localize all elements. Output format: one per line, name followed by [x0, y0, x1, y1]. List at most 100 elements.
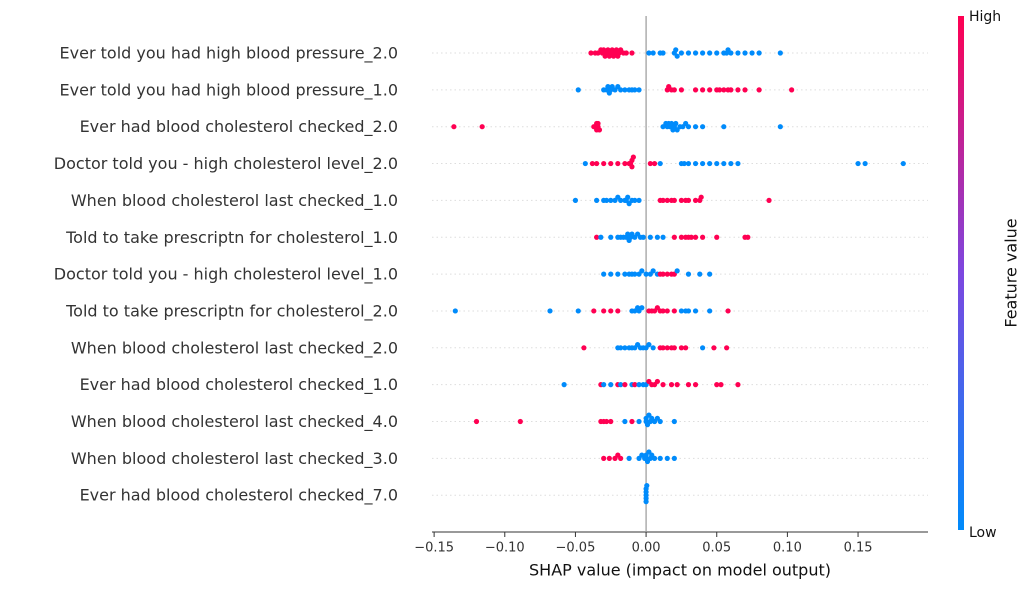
dot	[756, 87, 762, 93]
dot	[673, 120, 679, 127]
row-label: Told to take prescriptn for cholesterol_…	[65, 228, 398, 248]
dot	[728, 160, 734, 167]
dot	[647, 160, 653, 167]
dot	[685, 308, 692, 314]
dot	[630, 154, 636, 160]
dot	[622, 160, 628, 167]
dot	[608, 382, 614, 388]
dot	[629, 418, 635, 425]
dot	[651, 455, 658, 461]
dot	[603, 197, 610, 203]
dot	[595, 120, 601, 127]
dot	[692, 197, 699, 203]
dot	[766, 197, 772, 203]
dot	[618, 87, 624, 93]
row-label: Doctor told you - high cholesterol level…	[54, 154, 398, 174]
dot	[622, 87, 628, 93]
x-tick-label: 0.10	[773, 541, 802, 556]
dot	[674, 53, 680, 59]
dot	[681, 160, 687, 167]
dot	[724, 345, 730, 351]
dot	[789, 87, 795, 93]
dot	[618, 382, 624, 388]
dot	[664, 308, 670, 314]
dot	[678, 345, 685, 351]
dot	[517, 418, 523, 425]
dot	[650, 50, 656, 56]
dot	[735, 87, 741, 93]
dot	[671, 455, 677, 461]
dot	[594, 234, 600, 240]
dot	[452, 308, 458, 314]
dot	[674, 268, 680, 274]
dot	[618, 345, 624, 351]
dot	[707, 50, 713, 56]
dot	[473, 418, 480, 425]
dot	[640, 234, 646, 240]
row-label: Ever told you had high blood pressure_2.…	[60, 44, 398, 64]
row-label: Ever told you had high blood pressure_1.…	[60, 80, 398, 100]
dot	[636, 418, 642, 425]
dot	[608, 271, 614, 277]
dot	[660, 50, 666, 56]
dot	[707, 308, 713, 314]
dot	[650, 268, 656, 274]
dot	[615, 160, 621, 167]
dot	[735, 160, 741, 167]
dot	[664, 271, 670, 277]
dot	[685, 160, 692, 167]
dot	[639, 305, 645, 311]
dot	[692, 50, 699, 56]
dot	[591, 308, 597, 314]
dot	[671, 418, 677, 425]
dot	[629, 50, 635, 56]
dot	[646, 342, 652, 348]
dot	[639, 268, 645, 274]
dot	[657, 455, 663, 461]
dot	[700, 345, 706, 351]
dot	[707, 160, 713, 167]
dot	[582, 160, 588, 167]
dot	[657, 418, 663, 425]
dot	[608, 308, 614, 314]
dot	[725, 308, 731, 314]
dot	[700, 87, 706, 93]
dot	[572, 197, 579, 203]
dot	[601, 160, 607, 167]
colorbar-title: Feature value	[1002, 218, 1021, 327]
x-tick-label: −0.10	[485, 541, 525, 556]
dot	[721, 124, 727, 130]
dot	[671, 87, 677, 93]
dot	[606, 455, 612, 461]
dot	[632, 197, 638, 203]
dot	[581, 345, 587, 351]
dot	[674, 382, 680, 388]
dot	[700, 160, 706, 167]
dot	[862, 160, 868, 167]
dot	[575, 308, 581, 314]
dot	[636, 197, 642, 203]
dot	[678, 50, 685, 56]
colorbar-low: Low	[969, 525, 997, 541]
dot	[615, 271, 621, 277]
dot	[598, 234, 604, 240]
dot	[673, 47, 679, 53]
dot	[594, 197, 600, 203]
dot	[651, 160, 658, 167]
dot	[647, 234, 653, 240]
dot	[643, 499, 649, 505]
dot	[664, 455, 670, 461]
dot	[678, 87, 685, 93]
dot	[622, 271, 628, 277]
dot	[711, 345, 717, 351]
dot	[451, 124, 457, 130]
row-label: When blood cholesterol last checked_1.0	[71, 191, 398, 211]
dot	[601, 382, 607, 388]
dot	[714, 382, 720, 388]
dot	[698, 194, 704, 200]
dot	[671, 308, 677, 314]
dot	[685, 124, 692, 130]
dot	[692, 124, 699, 130]
dot	[685, 271, 692, 277]
dot	[622, 418, 628, 425]
